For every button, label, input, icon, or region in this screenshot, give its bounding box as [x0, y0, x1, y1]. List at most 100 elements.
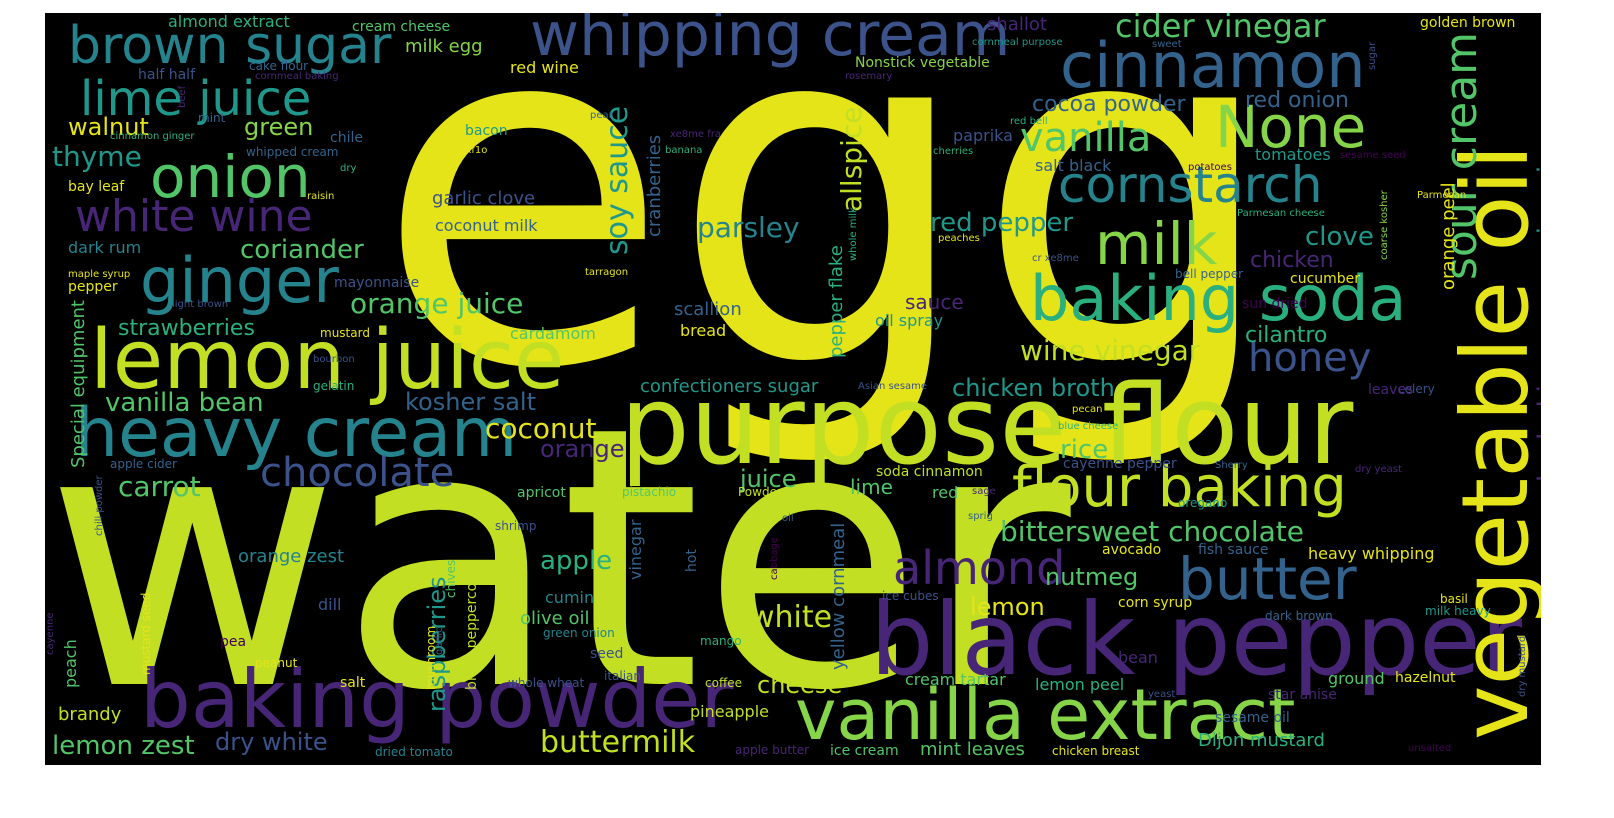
- word-dill: dill: [318, 595, 342, 614]
- word-red-onion: red onion: [1245, 88, 1349, 113]
- word-nutmeg: nutmeg: [1045, 563, 1139, 591]
- word-leaves: leaves: [1368, 382, 1414, 398]
- word-bourbon: bourbon: [313, 354, 355, 365]
- word-ground: ground: [1328, 669, 1385, 688]
- word-blue-cheese: blue cheese: [1058, 421, 1119, 432]
- word-cheese: cheese: [757, 671, 843, 699]
- word-red-bell: red bell: [1010, 116, 1048, 127]
- word-coriander: coriander: [240, 235, 364, 265]
- word-bay-leaf: bay leaf: [68, 179, 125, 195]
- word-pear: pear: [590, 110, 613, 121]
- word-green-onion: green onion: [543, 626, 615, 640]
- word-juice: juice: [740, 465, 797, 493]
- word-pepper-flake: pepper flake: [826, 245, 847, 358]
- word-rice: rice: [1060, 435, 1109, 465]
- word-sherry: Sherry: [1215, 460, 1248, 471]
- word-light-brown: light brown: [172, 299, 229, 310]
- word-lime-juice: lime juice: [80, 71, 312, 127]
- word-fish-sauce: fish sauce: [1198, 542, 1269, 558]
- word-pecan: pecan: [1072, 404, 1103, 415]
- word-cinnamon-ginger: cinnamon ginger: [110, 131, 195, 142]
- word-clove: clove: [1305, 222, 1374, 252]
- word-kosher-salt: kosher salt: [405, 388, 536, 416]
- word-sage: sage: [972, 486, 996, 497]
- word-allspice: allspice: [835, 106, 868, 212]
- word-dry-yeast: dry yeast: [1355, 464, 1402, 475]
- word-walnut: walnut: [68, 113, 149, 141]
- word-white: white: [750, 600, 833, 635]
- word-dijon-mustard: Dijon mustard: [1198, 730, 1325, 751]
- word-heavy-cream: heavy cream: [75, 394, 518, 473]
- word-hot: hot: [684, 549, 700, 572]
- word-apple: apple: [540, 546, 613, 576]
- word-lemon-juice: lemon juice: [90, 313, 565, 408]
- word-unsalted: unsalted: [1408, 743, 1452, 754]
- word-sugar: sugar: [1367, 41, 1378, 70]
- word-baking-soda: baking soda: [1030, 262, 1407, 335]
- word-half-half: half half: [138, 67, 195, 83]
- word-beef: beef: [177, 85, 188, 108]
- word-black-peppercorns: black peppercorns: [464, 561, 480, 690]
- word-lime: lime: [850, 475, 893, 499]
- word-yeast: yeast: [1148, 689, 1176, 700]
- word-black-pepper: black pepper: [870, 581, 1522, 698]
- word-peach: peach: [61, 639, 80, 688]
- word-lemon-peel: lemon peel: [1035, 675, 1125, 694]
- word-chicken-breast: chicken breast: [1052, 744, 1140, 758]
- word-cloud: egg water purpose flour black pepper vegetab…: [45, 13, 1541, 765]
- word-cumin: cumin: [545, 588, 595, 607]
- word-mint-leaves: mint leaves: [920, 739, 1025, 760]
- word-oil-spray: oil spray: [875, 311, 944, 330]
- word-mint: mint: [198, 111, 226, 125]
- word-cucumber: cucumber: [1290, 271, 1361, 287]
- word-confectioners-sugar: confectioners sugar: [640, 376, 819, 397]
- word-rosemary: rosemary: [845, 71, 893, 82]
- word-xe8me-fra: xe8me fra: [670, 129, 721, 140]
- word-chile: chile: [330, 130, 363, 146]
- word-almond: almond: [893, 541, 1066, 595]
- word-oregano: oregano: [1178, 496, 1228, 510]
- word-red-pepper: red pepper: [930, 208, 1074, 238]
- word-milk-heavy: milk heavy: [1425, 604, 1491, 618]
- word-green: green: [244, 113, 314, 141]
- word-heavy-whipping: heavy whipping: [1308, 544, 1435, 563]
- word-peaches: peaches: [938, 233, 980, 244]
- word-sesame-oil: sesame oil: [1215, 710, 1290, 726]
- word-cake-flour: cake flour: [249, 59, 309, 73]
- word-sun-dried: sun dried: [1242, 296, 1308, 312]
- word-soda-cinnamon: soda cinnamon: [876, 464, 983, 480]
- word-cornmeal-purpose: cornmeal purpose: [972, 37, 1063, 48]
- word-golden-brown: golden brown: [1420, 15, 1516, 31]
- word-hazelnut: hazelnut: [1395, 670, 1456, 686]
- word-mustard: mustard: [320, 326, 370, 340]
- word-rice-vinegar: rice vinegar: [1533, 90, 1541, 245]
- word-cornmeal-baking: cornmeal baking: [255, 71, 339, 82]
- word-dark-brown: dark brown: [1265, 609, 1333, 623]
- word-peanut: peanut: [255, 656, 298, 670]
- word-ginger: ginger: [140, 244, 339, 317]
- word-orange-zest: orange zest: [238, 546, 345, 567]
- word-corn-syrup: corn syrup: [1118, 595, 1193, 611]
- word-carrot: carrot: [118, 470, 201, 503]
- word-orange-juice: orange juice: [350, 287, 524, 320]
- word-tomatoes: tomatoes: [1255, 145, 1331, 164]
- word-bread: bread: [680, 321, 727, 340]
- word-lemon: lemon: [970, 593, 1045, 621]
- word-olive-oil: olive oil: [520, 608, 590, 629]
- word-chocolate: chocolate: [260, 450, 455, 496]
- word-cardamom: cardamom: [510, 324, 596, 343]
- word-star-anise: star anise: [1268, 687, 1337, 703]
- word-chives: chives: [444, 559, 458, 598]
- word-none: None: [1215, 93, 1367, 161]
- word-onion: onion: [150, 143, 311, 211]
- word-brown-sugar: brown sugar: [68, 16, 392, 76]
- word-cayenne: cayenne: [45, 612, 56, 655]
- word-water: water: [45, 350, 1071, 765]
- word-dark-rum: dark rum: [68, 238, 142, 257]
- word-apple-cider: apple cider: [110, 457, 177, 471]
- word-salt-black: salt black: [1035, 156, 1112, 175]
- word-flour-baking: flour baking: [1012, 455, 1347, 520]
- word-cinnamon: cinnamon: [1060, 29, 1366, 102]
- word-cream-cheese: cream cheese: [352, 19, 451, 35]
- word-scallion: scallion: [674, 299, 742, 320]
